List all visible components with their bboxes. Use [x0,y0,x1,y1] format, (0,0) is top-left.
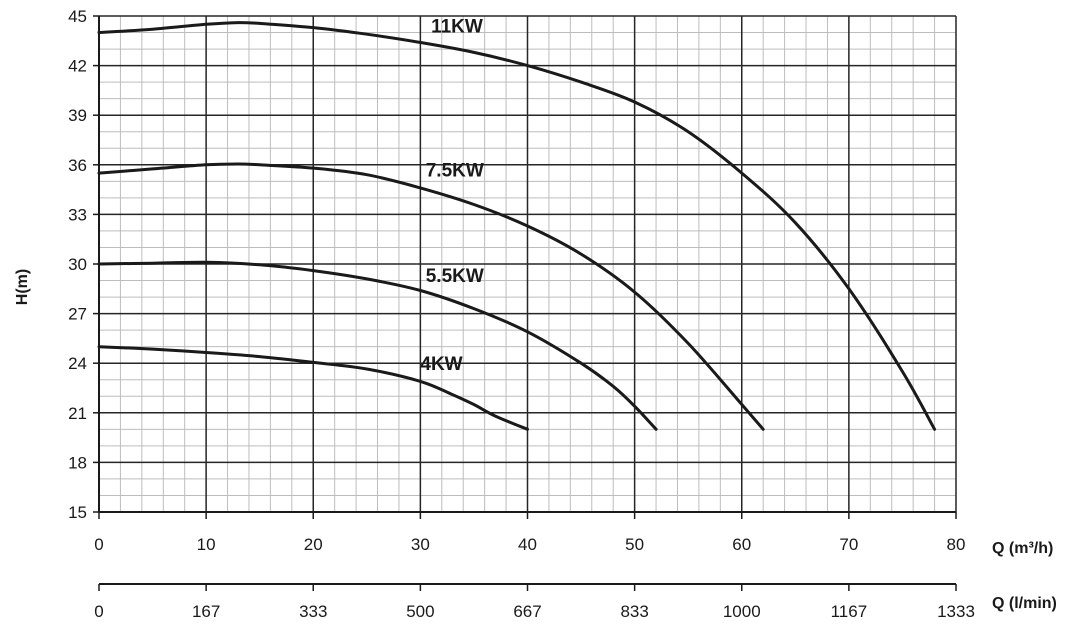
y-tick-label: 39 [68,106,87,125]
y-tick-label: 42 [68,57,87,76]
x-tick-label: 0 [94,535,103,554]
secondary-x-tick-label: 167 [192,602,220,621]
x-tick-label: 80 [947,535,966,554]
secondary-x-tick-label: 1167 [831,602,868,621]
secondary-x-tick-label: 0 [94,602,103,621]
x-tick-label: 40 [518,535,537,554]
curve-label-5-5kw: 5.5KW [426,266,484,287]
x-tick-label: 10 [197,535,216,554]
curve-label-7-5kw: 7.5KW [426,160,484,181]
curves [97,21,937,431]
secondary-x-tick-label: 500 [406,602,434,621]
x-tick-label: 30 [411,535,430,554]
y-tick-label: 30 [68,255,87,274]
secondary-x-tick-label: 1333 [937,602,975,621]
curve-labels: 4KW 5.5KW 7.5KW 11KW [420,17,483,375]
y-tick-label: 21 [68,404,87,423]
x-axis-ticks: 0 10 20 30 40 50 60 70 80 [94,512,965,554]
secondary-x-axis-ticks: 0 167 333 500 667 833 1000 1167 1333 [94,584,975,621]
x-tick-label: 70 [839,535,858,554]
curve-4kw [97,345,529,431]
y-tick-label: 15 [68,503,87,522]
curve-label-4kw: 4KW [420,354,462,375]
y-tick-label: 45 [68,7,87,26]
curve-7-5kw [97,162,765,431]
secondary-x-tick-label: 333 [299,602,327,621]
secondary-x-tick-label: 1000 [723,602,761,621]
y-tick-label: 33 [68,205,87,224]
y-tick-label: 18 [68,453,87,472]
curve-5-5kw [97,260,658,431]
y-tick-label: 24 [68,354,87,373]
x-axis-label: Q (m³/h) [992,540,1053,557]
secondary-x-tick-label: 833 [620,602,648,621]
secondary-x-axis-label: Q (l/min) [992,595,1057,612]
y-tick-label: 36 [68,156,87,175]
curve-11kw [97,21,937,431]
curve-label-11kw: 11KW [431,17,483,38]
x-tick-label: 50 [625,535,644,554]
x-tick-label: 60 [732,535,751,554]
y-tick-label: 27 [68,305,87,324]
x-tick-label: 20 [304,535,323,554]
y-axis-ticks: 15 18 21 24 27 30 33 36 39 42 45 [68,7,99,522]
y-axis-label: H(m) [14,269,31,305]
secondary-x-tick-label: 667 [513,602,541,621]
